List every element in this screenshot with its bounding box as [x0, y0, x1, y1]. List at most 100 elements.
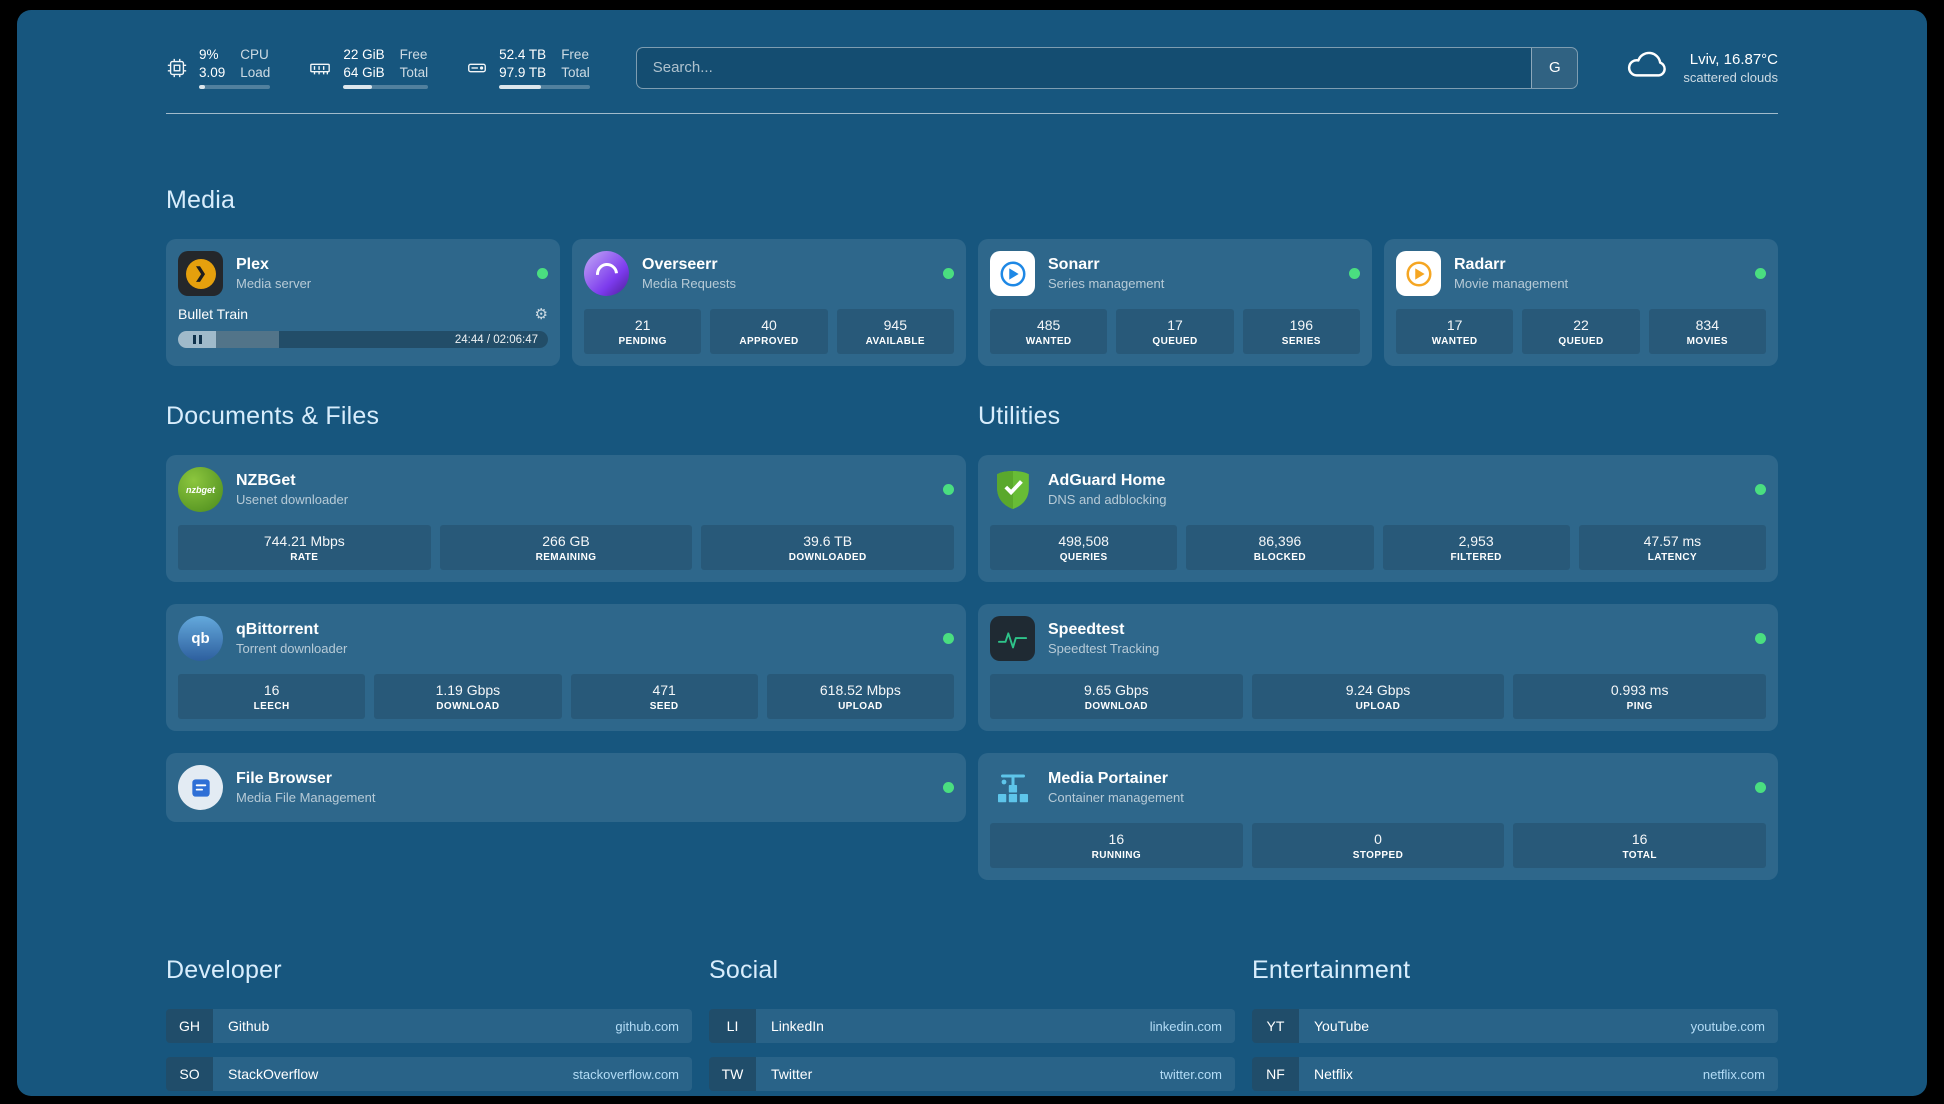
stat-value: 39.6 TB [803, 533, 853, 550]
app-card-overseerr[interactable]: Overseerr Media Requests 21 PENDING 40 APP… [572, 239, 966, 367]
stat-value: 618.52 Mbps [819, 682, 901, 699]
app-card-plex[interactable]: ❯ Plex Media server Bullet Train ⚙ [166, 239, 560, 367]
app-card-sonarr[interactable]: Sonarr Series management 485 WANTED 17 QUE… [978, 239, 1372, 367]
app-name: Plex [236, 256, 269, 274]
stat-box: 47.57 ms LATENCY [1578, 525, 1766, 571]
stat-label: RATE [290, 552, 319, 564]
plex-icon: ❯ [178, 251, 223, 297]
middle-columns: Documents & Files nzbget NZBGet Usenet d… [166, 402, 1778, 881]
bookmark-youtube[interactable]: YT YouTube youtube.com [1252, 1009, 1778, 1044]
card-header: Radarr Movie management [1396, 251, 1766, 297]
playback-time: 24:44 / 02:06:47 [454, 333, 538, 346]
app-subtitle: Media server [236, 276, 312, 292]
memory-progress-fill [343, 85, 373, 90]
bookmark-netflix[interactable]: NF Netflix netflix.com [1252, 1057, 1778, 1092]
search-provider-button[interactable]: G [1531, 47, 1578, 88]
bookmark-name: Netflix [1314, 1066, 1353, 1083]
stats-row: 485 WANTED 17 QUEUED 196 SERIES [990, 309, 1360, 355]
bookmark-twitter[interactable]: TW Twitter twitter.com [709, 1057, 1235, 1092]
card-header: Media Portainer Container management [990, 765, 1766, 810]
app-name: NZBGet [236, 472, 296, 490]
search-input[interactable] [636, 47, 1532, 88]
stat-label: BLOCKED [1253, 552, 1306, 564]
bookmark-github[interactable]: GH Github github.com [166, 1009, 692, 1044]
card-header: nzbget NZBGet Usenet downloader [178, 467, 954, 513]
app-card-adguard[interactable]: AdGuard Home DNS and adblocking 498,508 Q… [978, 455, 1778, 583]
app-card-qbittorrent[interactable]: qb qBittorrent Torrent downloader 16 LEEC… [166, 604, 966, 732]
card-header: Sonarr Series management [990, 251, 1360, 297]
qbittorrent-icon: qb [178, 616, 223, 662]
stat-label: TOTAL [1622, 850, 1657, 862]
bookmarks-area: Developer GH Github github.com SO StackO… [166, 956, 1778, 1096]
app-card-nzbget[interactable]: nzbget NZBGet Usenet downloader 744.21 M… [166, 455, 966, 583]
gear-icon[interactable]: ⚙ [534, 305, 548, 323]
section-documents: Documents & Files nzbget NZBGet Usenet d… [166, 402, 966, 823]
disk-total-label: Total [561, 64, 590, 80]
playback-progress-bar[interactable]: 24:44 / 02:06:47 [216, 331, 548, 349]
app-card-speedtest[interactable]: Speedtest Speedtest Tracking 9.65 Gbps DO… [978, 604, 1778, 732]
stat-box: 16 LEECH [178, 674, 366, 720]
stat-box: 40 APPROVED [710, 309, 828, 355]
card-header: Overseerr Media Requests [584, 251, 954, 297]
stat-label: REMAINING [535, 552, 597, 564]
sonarr-icon [990, 251, 1035, 297]
weather-condition: scattered clouds [1683, 69, 1778, 85]
stat-value: 9.65 Gbps [1084, 682, 1149, 699]
adguard-shield-icon [990, 467, 1035, 512]
stat-box: 485 WANTED [990, 309, 1108, 355]
bookmark-group-entertainment: Entertainment YT YouTube youtube.com NF … [1252, 956, 1778, 1096]
stat-label: QUERIES [1059, 552, 1108, 564]
bookmark-name: Github [228, 1018, 270, 1035]
nzbget-logo-text: nzbget [186, 484, 215, 495]
stat-value: 21 [634, 317, 651, 334]
app-subtitle: Speedtest Tracking [1048, 641, 1160, 657]
section-utilities: Utilities AdGuard Home DNS and adblockin… [978, 402, 1778, 881]
pause-button[interactable] [178, 331, 216, 349]
stat-box: 17 QUEUED [1116, 309, 1234, 355]
app-subtitle: Series management [1048, 276, 1165, 292]
stat-box: 266 GB REMAINING [439, 525, 693, 571]
bookmark-linkedin[interactable]: LI LinkedIn linkedin.com [709, 1009, 1235, 1044]
app-card-portainer[interactable]: Media Portainer Container management 16 R… [978, 753, 1778, 881]
bookmark-name: YouTube [1314, 1018, 1370, 1035]
stats-row: 16 RUNNING 0 STOPPED 16 TOTAL [990, 823, 1766, 869]
status-dot [537, 268, 548, 280]
stat-label: WANTED [1025, 336, 1072, 348]
memory-free-value: 22 GiB [343, 47, 385, 62]
cpu-label: CPU [240, 47, 269, 62]
weather-widget: Lviv, 16.87°C scattered clouds [1624, 49, 1778, 86]
header-divider [166, 113, 1778, 115]
bookmark-name: LinkedIn [771, 1018, 824, 1035]
app-card-filebrowser[interactable]: File Browser Media File Management [166, 753, 966, 823]
app-card-radarr[interactable]: Radarr Movie management 17 WANTED 22 QUEUE… [1384, 239, 1778, 367]
status-dot [1349, 268, 1360, 280]
stat-value: 22 [1573, 317, 1589, 334]
bookmark-abbr: YT [1252, 1009, 1299, 1044]
disk-progress-fill [499, 85, 541, 90]
stat-box: 17 WANTED [1396, 309, 1514, 355]
stat-box: 9.65 Gbps DOWNLOAD [990, 674, 1243, 720]
app-name: AdGuard Home [1048, 472, 1166, 490]
stat-value: 485 [1036, 317, 1061, 334]
stat-label: UPLOAD [1355, 701, 1401, 713]
card-header: ❯ Plex Media server [178, 251, 548, 297]
stat-label: UPLOAD [838, 701, 883, 713]
dashboard: 9% 3.09 CPU Load [17, 10, 1927, 1096]
now-playing-row: Bullet Train ⚙ [178, 306, 548, 322]
bookmark-stackoverflow[interactable]: SO StackOverflow stackoverflow.com [166, 1057, 692, 1092]
stat-label: LEECH [253, 701, 290, 713]
app-name: Radarr [1454, 256, 1506, 274]
filebrowser-icon [178, 765, 223, 811]
dashboard-content: 9% 3.09 CPU Load [166, 10, 1778, 1096]
memory-total-value: 64 GiB [343, 64, 385, 80]
stat-box: 834 MOVIES [1648, 309, 1766, 355]
cpu-progress-bar [199, 85, 271, 90]
bookmark-abbr: LI [709, 1009, 756, 1044]
bookmark-list: GH Github github.com SO StackOverflow st… [166, 1009, 692, 1096]
status-dot [1755, 782, 1766, 794]
stat-value: 196 [1289, 317, 1313, 334]
memory-progress-bar [343, 85, 429, 90]
stat-box: 9.24 Gbps UPLOAD [1251, 674, 1505, 720]
memory-icon [308, 57, 332, 79]
disk-icon [466, 57, 488, 79]
